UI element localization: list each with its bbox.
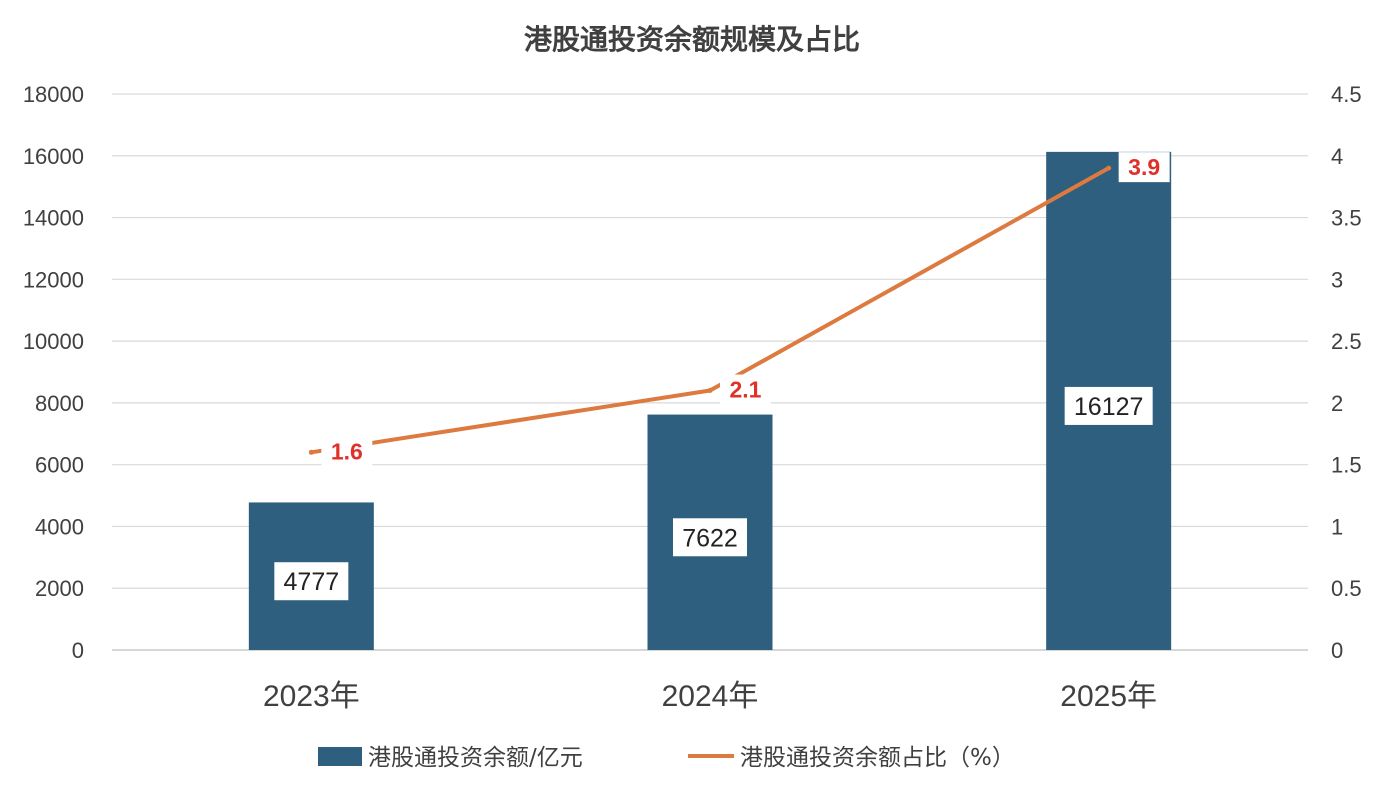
line-series: [308, 165, 1112, 455]
right-axis: 0 0.5 1 1.5 2 2.5 3 3.5 4 4.5: [1331, 82, 1362, 663]
right-axis-tick-label: 2.5: [1331, 329, 1362, 354]
right-axis-tick-label: 3: [1331, 267, 1343, 292]
left-axis-tick-label: 6000: [35, 453, 84, 478]
bar-value-label: 4777: [284, 568, 340, 596]
legend-bar-label: 港股通投资余额/亿元: [368, 745, 583, 771]
left-axis-tick-label: 12000: [23, 267, 84, 292]
left-axis-tick-label: 8000: [35, 391, 84, 416]
category-label: 2024年: [662, 680, 759, 713]
bar-value-label: 16127: [1074, 393, 1144, 421]
category-label: 2025年: [1060, 680, 1157, 713]
left-axis-tick-label: 14000: [23, 206, 84, 231]
line-label-box: [720, 374, 771, 405]
right-axis-tick-label: 1.5: [1331, 453, 1362, 478]
line-label-box: [321, 436, 373, 467]
left-axis-tick-label: 18000: [23, 82, 84, 107]
right-axis-tick-label: 1: [1331, 514, 1343, 539]
left-axis-tick-label: 16000: [23, 144, 84, 169]
bar-label-box: [274, 562, 349, 601]
legend-line-label: 港股通投资余额占比（%）: [740, 745, 1015, 771]
right-axis-tick-label: 4.5: [1331, 82, 1362, 107]
bar-value-label: 7622: [682, 524, 738, 552]
line-point: [1106, 165, 1112, 171]
legend: 港股通投资余额/亿元 港股通投资余额占比（%）: [318, 745, 1015, 771]
line-value-label: 2.1: [730, 377, 762, 403]
right-axis-tick-label: 0: [1331, 638, 1343, 663]
bar-series: [248, 151, 1172, 650]
right-axis-tick-label: 3.5: [1331, 206, 1362, 231]
bar-label-box: [673, 518, 747, 557]
bar-label-box: [1064, 386, 1153, 425]
right-axis-tick-label: 0.5: [1331, 576, 1362, 601]
left-axis-tick-label: 2000: [35, 576, 84, 601]
right-axis-tick-label: 4: [1331, 144, 1343, 169]
left-axis-tick-label: 10000: [23, 329, 84, 354]
line-value-label: 1.6: [331, 438, 363, 464]
line-value-label: 3.9: [1128, 154, 1160, 180]
chart-title: 港股通投资余额规模及占比: [524, 23, 860, 56]
left-axis-tick-label: 0: [72, 638, 84, 663]
legend-bar-swatch: [318, 747, 362, 766]
line-point: [308, 449, 314, 455]
data-labels: 4777 7622 16127 1.6 2.1 3.9: [274, 152, 1170, 601]
line-point: [707, 388, 713, 394]
category-label: 2023年: [263, 680, 360, 713]
left-axis-tick-label: 4000: [35, 514, 84, 539]
right-axis-tick-label: 2: [1331, 391, 1343, 416]
line-path: [309, 166, 1111, 455]
left-axis: 0 2000 4000 6000 8000 10000 12000 14000 16000 180…: [23, 82, 84, 663]
line-label-box: [1118, 152, 1170, 183]
x-axis: 2023年 2024年 2025年: [263, 680, 1157, 713]
